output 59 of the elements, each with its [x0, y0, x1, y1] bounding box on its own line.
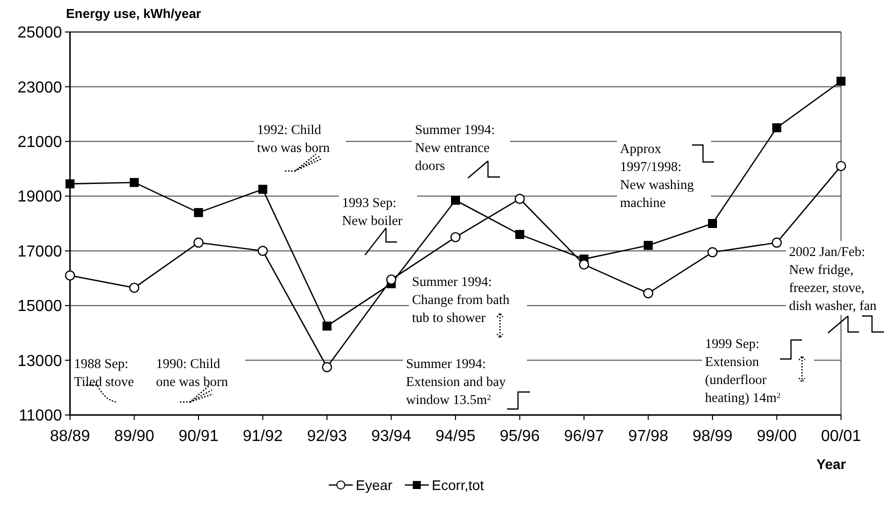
- point: [707, 247, 718, 258]
- x-tick-label: 91/92: [242, 428, 283, 445]
- point: [322, 322, 332, 331]
- point: [643, 288, 654, 298]
- annotation: 2002 Jan/Feb: New fridge, freezer, stove, dish washer, fan: [789, 244, 877, 313]
- x-tick-label: 92/93: [306, 428, 348, 445]
- annotation: 1990: Child one was born: [156, 356, 228, 389]
- point: [644, 240, 653, 250]
- y-tick-label: 21000: [18, 134, 62, 152]
- y-tick-label: 19000: [18, 188, 62, 206]
- point: [451, 196, 460, 205]
- y-tick-label: 11000: [18, 408, 62, 425]
- annotation: Summer 1994: Extension and bay window 13.5m$^{2}$: [406, 356, 506, 407]
- annotation: Approx 1997/1998: New washing machine: [620, 141, 694, 210]
- point: [322, 362, 332, 372]
- y-tick-label: 15000: [18, 298, 62, 316]
- annotation: 1993 Sep: New boiler: [342, 195, 403, 228]
- y-tick-label: 25000: [18, 24, 62, 42]
- annotation: 1988 Sep: Tiled stove: [74, 356, 134, 389]
- y-tick-label: 13000: [18, 352, 62, 370]
- point: [708, 219, 717, 228]
- point: [386, 274, 396, 285]
- legend-label: Ecorr,tot: [432, 477, 484, 493]
- x-tick-label: 90/91: [178, 428, 219, 445]
- x-tick-label: 96/97: [564, 428, 604, 445]
- point: [193, 238, 204, 248]
- point: [836, 160, 846, 172]
- point: [66, 179, 74, 188]
- point: [772, 238, 782, 248]
- point: [772, 123, 782, 132]
- x-tick-label: 89/90: [114, 428, 154, 445]
- legend-label: Eyear: [356, 477, 393, 493]
- point: [258, 184, 268, 194]
- annotation: 1999 Sep: Extension (underfloor heating) 14m$^{2}$: [705, 336, 781, 405]
- point: [258, 246, 268, 256]
- x-tick-label: 94/95: [435, 428, 476, 445]
- point: [194, 208, 203, 218]
- point: [64, 270, 76, 281]
- y-tick-label: 23000: [18, 79, 62, 96]
- point: [836, 76, 846, 86]
- annotation: Summer 1994: Change from bath tub to shower: [412, 274, 510, 325]
- point: [578, 259, 590, 270]
- x-tick-label: 88/89: [50, 428, 90, 445]
- x-tick-label: 99/00: [756, 428, 797, 445]
- point: [515, 230, 524, 239]
- x-tick-label: 98/99: [692, 428, 733, 445]
- chart-title: Energy use, kWh/year: [66, 6, 202, 21]
- point: [130, 178, 139, 187]
- x-tick-label: 00/01: [820, 428, 862, 445]
- annotation: Summer 1994: New entrance doors: [415, 122, 495, 173]
- x-tick-label: 97/98: [628, 428, 668, 445]
- point: [450, 232, 461, 242]
- point: [514, 194, 525, 204]
- point: [129, 282, 140, 293]
- annotation: 1992: Child two was born: [257, 122, 330, 155]
- x-axis-title: Year: [816, 456, 847, 472]
- x-tick-label: 93/94: [371, 428, 412, 445]
- y-tick-label: 17000: [18, 243, 62, 260]
- x-tick-label: 95/96: [500, 428, 540, 445]
